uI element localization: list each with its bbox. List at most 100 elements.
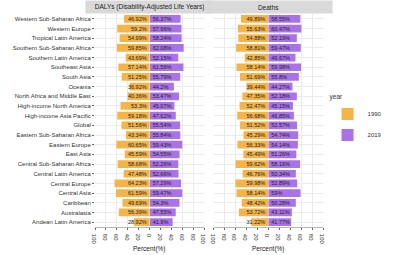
svg-text:80: 80 (190, 234, 196, 241)
svg-text:56.33%: 56.33% (247, 142, 266, 148)
svg-text:52.26%: 52.26% (153, 161, 172, 167)
svg-text:61.56%: 61.56% (153, 64, 172, 70)
svg-text:57.14%: 57.14% (128, 64, 147, 70)
svg-text:100: 100 (91, 234, 97, 245)
svg-text:40: 40 (124, 234, 130, 241)
svg-text:60: 60 (231, 234, 237, 241)
svg-text:45.29%: 45.29% (247, 132, 266, 138)
svg-text:50.28%: 50.28% (271, 200, 290, 206)
svg-text:Western Sub-Saharan Africa: Western Sub-Saharan Africa (15, 16, 92, 22)
svg-text:54.88%: 54.88% (247, 35, 266, 41)
svg-text:43.69%: 43.69% (128, 55, 147, 61)
svg-text:62.08%: 62.08% (153, 45, 172, 51)
svg-text:20: 20 (135, 234, 141, 241)
svg-text:40: 40 (242, 234, 248, 241)
svg-text:51.69%: 51.69% (247, 74, 266, 80)
svg-text:57.29%: 57.29% (153, 180, 172, 186)
svg-text:55.54%: 55.54% (153, 122, 172, 128)
svg-text:54.74%: 54.74% (271, 132, 290, 138)
svg-text:year: year (330, 93, 343, 101)
svg-text:South Asia: South Asia (62, 74, 91, 80)
svg-text:54.3%: 54.3% (153, 200, 169, 206)
svg-text:Caribbean: Caribbean (63, 200, 91, 206)
svg-text:East Asia: East Asia (66, 151, 92, 157)
svg-text:45.15%: 45.15% (271, 103, 290, 109)
svg-text:North Africa and Middle East: North Africa and Middle East (15, 93, 91, 99)
svg-text:0: 0 (146, 234, 152, 238)
svg-text:Southern Sub-Saharan Africa: Southern Sub-Saharan Africa (13, 45, 92, 51)
svg-text:45.49%: 45.49% (247, 151, 266, 157)
svg-text:39.44%: 39.44% (247, 84, 266, 90)
svg-text:43.34%: 43.34% (128, 132, 147, 138)
svg-text:53.72%: 53.72% (247, 209, 266, 215)
svg-text:58.14%: 58.14% (247, 190, 266, 196)
svg-text:50.34%: 50.34% (271, 171, 290, 177)
svg-text:Eastern Sub-Saharan Africa: Eastern Sub-Saharan Africa (16, 132, 91, 138)
svg-text:51.56%: 51.56% (128, 122, 147, 128)
svg-text:51.26%: 51.26% (271, 151, 290, 157)
svg-text:1990: 1990 (368, 111, 382, 117)
svg-text:52.66%: 52.66% (153, 171, 172, 177)
svg-text:59.98%: 59.98% (247, 180, 266, 186)
svg-text:58.16%: 58.16% (271, 161, 290, 167)
svg-text:Global: Global (73, 122, 90, 128)
svg-text:55.63%: 55.63% (247, 26, 266, 32)
svg-text:2019: 2019 (368, 132, 382, 138)
svg-text:41.9%: 41.9% (153, 219, 169, 225)
svg-text:55.84%: 55.84% (153, 132, 172, 138)
svg-text:51.25%: 51.25% (128, 74, 147, 80)
svg-text:59%: 59% (271, 190, 282, 196)
svg-text:Percent(%): Percent(%) (252, 245, 285, 253)
svg-text:45.59%: 45.59% (128, 151, 147, 157)
svg-text:47.48%: 47.48% (128, 171, 147, 177)
svg-text:64.23%: 64.23% (128, 180, 147, 186)
svg-text:45.07%: 45.07% (153, 103, 172, 109)
svg-text:59.2%: 59.2% (131, 26, 147, 32)
svg-text:80: 80 (221, 234, 227, 241)
svg-text:Oceania: Oceania (68, 84, 91, 90)
svg-text:56.37%: 56.37% (153, 16, 172, 22)
svg-text:Tropical Latin America: Tropical Latin America (32, 35, 92, 41)
svg-text:52.18%: 52.18% (271, 93, 290, 99)
svg-text:47.62%: 47.62% (153, 113, 172, 119)
svg-text:51.52%: 51.52% (247, 122, 266, 128)
svg-text:54.55%: 54.55% (153, 151, 172, 157)
svg-text:49.89%: 49.89% (247, 16, 266, 22)
svg-text:42.85%: 42.85% (247, 55, 266, 61)
svg-text:20: 20 (157, 234, 163, 241)
svg-text:20: 20 (253, 234, 259, 241)
svg-text:60: 60 (179, 234, 185, 241)
svg-text:52.19%: 52.19% (271, 35, 290, 41)
svg-text:58.68%: 58.68% (128, 161, 147, 167)
svg-text:Eastern Europe: Eastern Europe (49, 142, 91, 148)
svg-text:46.92%: 46.92% (128, 16, 147, 22)
svg-text:48.42%: 48.42% (247, 200, 266, 206)
svg-text:59.98%: 59.98% (271, 64, 290, 70)
svg-text:55.79%: 55.79% (153, 74, 172, 80)
svg-text:60: 60 (297, 234, 303, 241)
svg-text:59.18%: 59.18% (128, 113, 147, 119)
svg-text:Percent(%): Percent(%) (133, 245, 166, 253)
svg-text:Central Europe: Central Europe (50, 181, 91, 187)
svg-text:52.15%: 52.15% (153, 55, 172, 61)
svg-text:60.47%: 60.47% (271, 26, 290, 32)
svg-text:60.65%: 60.65% (128, 142, 147, 148)
svg-text:Western Europe: Western Europe (48, 26, 92, 32)
svg-text:49.69%: 49.69% (128, 200, 147, 206)
svg-text:40: 40 (286, 234, 292, 241)
svg-text:Southeast Asia: Southeast Asia (51, 64, 92, 70)
svg-text:57.96%: 57.96% (153, 26, 172, 32)
svg-text:59.43%: 59.43% (153, 142, 172, 148)
svg-text:100: 100 (210, 234, 216, 245)
svg-text:47.55%: 47.55% (153, 209, 172, 215)
svg-text:52.89%: 52.89% (271, 180, 290, 186)
svg-text:High-income Asia Pacific: High-income Asia Pacific (25, 113, 91, 119)
svg-text:Andean Latin America: Andean Latin America (32, 219, 91, 225)
svg-text:Australasia: Australasia (61, 210, 91, 216)
svg-text:DALYs (Disability-Adjusted Lif: DALYs (Disability-Adjusted Life Years) (95, 3, 205, 11)
svg-text:46.76%: 46.76% (247, 171, 266, 177)
svg-text:44.2%: 44.2% (153, 84, 169, 90)
svg-text:56.68%: 56.68% (247, 113, 266, 119)
svg-text:55.8%: 55.8% (271, 74, 287, 80)
svg-text:Central Sub-Saharan Africa: Central Sub-Saharan Africa (18, 161, 92, 167)
